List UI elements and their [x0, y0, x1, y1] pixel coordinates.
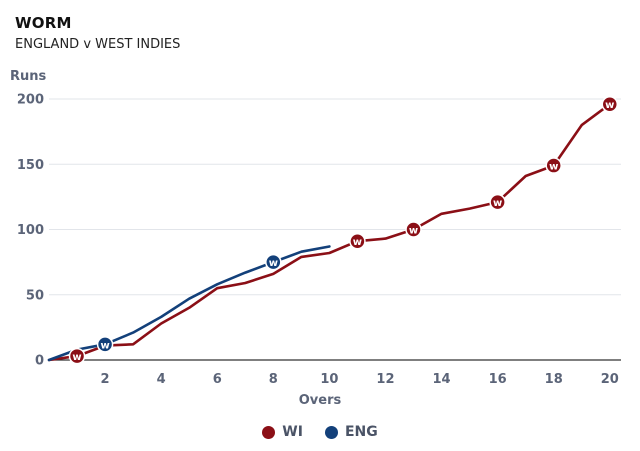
- wicket-marker-eng[interactable]: w: [265, 253, 282, 271]
- wicket-label: w: [605, 100, 614, 111]
- y-tick-labels: 0 50 100 150 200: [17, 93, 44, 369]
- legend-label-eng: ENG: [344, 424, 378, 440]
- wicket-dot: [405, 221, 422, 238]
- x-axis-title: Overs: [299, 393, 342, 408]
- y-tick-label: 150: [17, 158, 44, 173]
- wicket-marker-wi[interactable]: w: [601, 95, 619, 113]
- wicket-label: w: [409, 226, 418, 237]
- wicket-markers: w w w w w w w w: [68, 95, 619, 365]
- series-line-wi: [47, 102, 612, 362]
- y-tick-label: 200: [17, 93, 44, 108]
- x-tick-label: 2: [101, 372, 110, 387]
- x-tick-label: 6: [213, 372, 222, 387]
- wicket-marker-wi[interactable]: w: [68, 347, 86, 365]
- wicket-dot: [601, 95, 619, 113]
- wicket-marker-wi[interactable]: w: [405, 221, 422, 238]
- wicket-dot: [68, 347, 86, 365]
- x-tick-label: 8: [269, 372, 278, 387]
- wicket-label: w: [269, 258, 278, 269]
- wicket-dot: [545, 157, 562, 174]
- wicket-label: w: [353, 237, 362, 248]
- legend-item-wi[interactable]: WI: [262, 424, 303, 440]
- wicket-marker-wi[interactable]: w: [489, 193, 506, 211]
- x-tick-label: 12: [376, 372, 394, 387]
- chart-title: WORM: [15, 14, 72, 32]
- y-axis-title: Runs: [10, 69, 47, 84]
- y-tick-label: 100: [17, 223, 44, 238]
- series-lines: [47, 102, 612, 362]
- chart-subtitle: ENGLAND v WEST INDIES: [15, 37, 181, 52]
- x-tick-label: 18: [545, 372, 563, 387]
- legend-marker-eng: [324, 425, 338, 439]
- x-tick-label: 14: [433, 372, 451, 387]
- wicket-dot: [96, 336, 114, 353]
- legend-item-eng[interactable]: ENG: [324, 424, 378, 440]
- x-tick-label: 16: [489, 372, 507, 387]
- wicket-marker-wi[interactable]: w: [545, 157, 562, 174]
- legend: WI ENG: [0, 424, 640, 440]
- legend-marker-wi: [262, 425, 276, 439]
- wicket-dot: [489, 193, 506, 211]
- x-tick-label: 10: [320, 372, 338, 387]
- y-tick-label: 50: [26, 288, 44, 303]
- x-tick-labels: 2 4 6 8 10 12 14 16 18 20: [101, 372, 619, 387]
- wicket-label: w: [549, 162, 558, 173]
- wicket-label: w: [100, 340, 109, 351]
- wicket-label: w: [493, 198, 502, 209]
- wicket-dot: [265, 253, 282, 271]
- series-line-eng: [47, 245, 331, 362]
- gridlines: [49, 98, 621, 361]
- wicket-marker-eng[interactable]: w: [96, 336, 114, 353]
- x-tick-label: 4: [157, 372, 166, 387]
- wicket-marker-wi[interactable]: w: [349, 232, 366, 250]
- y-tick-label: 0: [35, 354, 44, 369]
- wicket-dot: [349, 232, 366, 250]
- legend-label-wi: WI: [282, 424, 303, 440]
- x-tick-label: 20: [601, 372, 619, 387]
- wicket-label: w: [72, 352, 81, 363]
